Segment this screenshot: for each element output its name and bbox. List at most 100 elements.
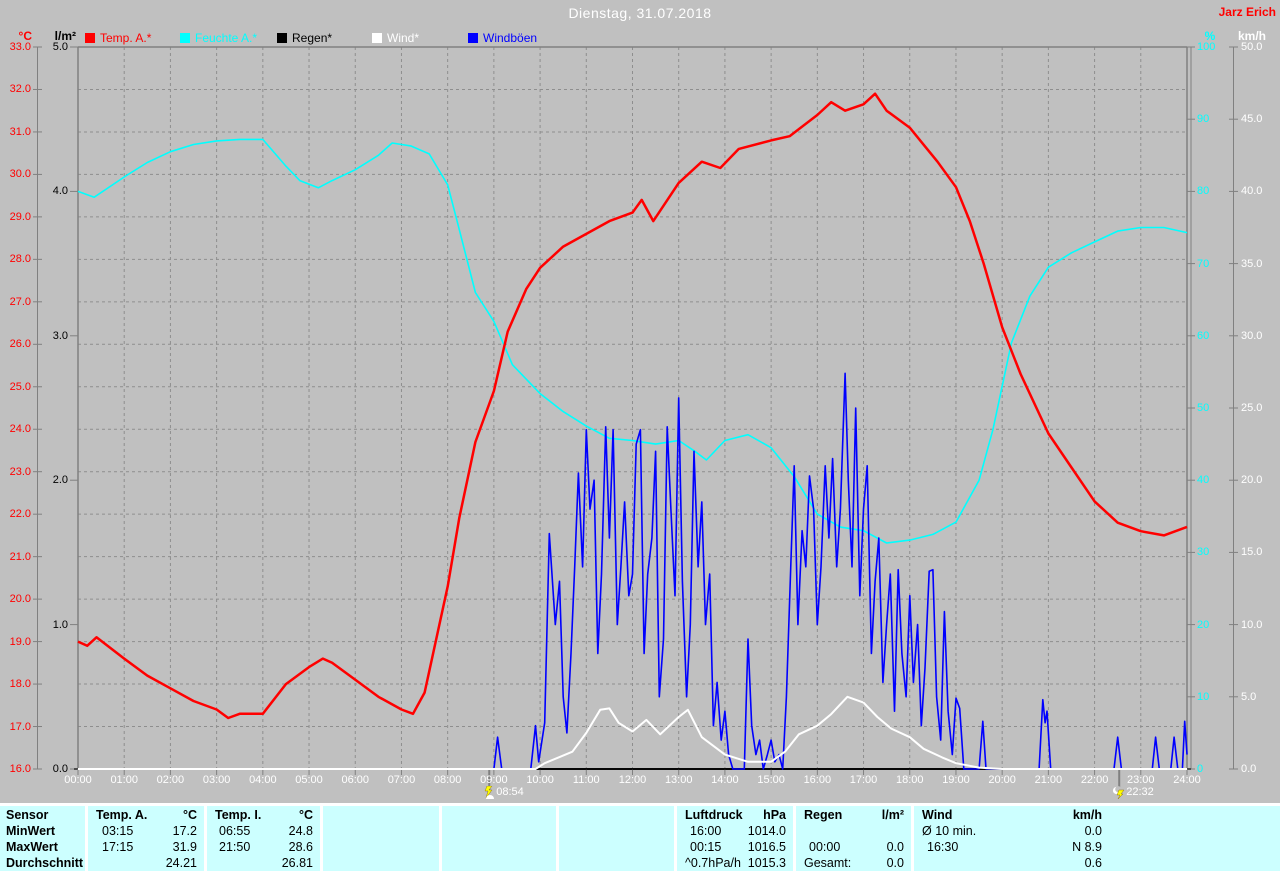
time-tick-label: 22:00 xyxy=(1080,774,1109,786)
wind-tick-label: 10.0 xyxy=(1241,618,1263,631)
regen-header: Regen xyxy=(804,807,843,822)
row-label-minwert: MinWert xyxy=(6,824,56,838)
humidity-tick-label: 20 xyxy=(1197,618,1210,631)
wind-tick-label: 35.0 xyxy=(1241,257,1263,270)
temp-tick-label: 26.0 xyxy=(9,338,31,351)
temp-i-min-time: 06:55 xyxy=(219,824,251,838)
series-wind xyxy=(78,695,1187,770)
sunrise-time-label: 08:54 xyxy=(496,786,524,798)
series-temp-a- xyxy=(77,92,1188,720)
wind-max-time: 16:30 xyxy=(927,840,959,854)
legend-label-rain: Regen* xyxy=(292,31,333,45)
sunrise-marker: 08:54 xyxy=(483,786,524,799)
time-tick-label: 23:00 xyxy=(1127,774,1155,786)
time-tick-label: 07:00 xyxy=(387,774,416,786)
wind-tick-label: 45.0 xyxy=(1241,113,1263,126)
series-feuchte-a- xyxy=(77,138,1188,544)
time-tick-label: 11:00 xyxy=(572,774,600,786)
gusts-swatch-icon xyxy=(468,33,478,43)
wind-tick-label: 40.0 xyxy=(1241,185,1263,198)
temp-tick-label: 32.0 xyxy=(9,83,31,96)
temp-swatch-icon xyxy=(85,33,95,43)
table-row-labels: Sensor MinWert MaxWert Durchschnitt xyxy=(0,806,85,871)
table-group-temp-i: Temp. I. °C 06:55 24.8 21:50 28.6 26.81 xyxy=(207,806,320,871)
sunrise-icon xyxy=(484,786,495,799)
wind-unit: km/h xyxy=(1072,807,1102,822)
luftdruck-unit: hPa xyxy=(763,807,786,822)
temp-i-min-value: 24.8 xyxy=(288,824,313,838)
regen-gesamt-value: 0.0 xyxy=(886,856,904,870)
humidity-tick-label: 60 xyxy=(1197,329,1210,342)
table-group-temp-a: Temp. A. °C 03:15 17.2 17:15 31.9 24.21 xyxy=(88,806,204,871)
sunset-time-label: 22:32 xyxy=(1126,786,1154,798)
table-group-empty-3 xyxy=(559,806,674,871)
legend-label-wind: Wind* xyxy=(387,31,420,45)
wind-swatch-icon xyxy=(372,33,382,43)
humidity-tick-label: 80 xyxy=(1197,185,1210,198)
rain-tick-label: 1.0 xyxy=(52,618,68,631)
rain-tick-label: 3.0 xyxy=(52,329,68,342)
humidity-axis-unit: % xyxy=(1204,29,1216,43)
temp-i-header: Temp. I. xyxy=(215,807,262,822)
legend-label-humidity: Feuchte A.* xyxy=(195,31,258,45)
time-tick-label: 21:00 xyxy=(1034,774,1063,786)
temp-tick-label: 27.0 xyxy=(9,295,31,308)
humidity-tick-label: 50 xyxy=(1197,402,1210,414)
legend-item-temp: Temp. A.* xyxy=(85,31,151,45)
temp-tick-label: 19.0 xyxy=(9,635,31,648)
time-tick-label: 02:00 xyxy=(156,774,185,786)
luftdruck-header: Luftdruck xyxy=(685,807,743,822)
wind-avg10-label: Ø 10 min. xyxy=(922,824,977,838)
temp-tick-label: 30.0 xyxy=(9,168,31,181)
wind-avg-value: 0.6 xyxy=(1084,856,1102,870)
wind-tick-label: 0.0 xyxy=(1241,763,1257,775)
time-tick-label: 05:00 xyxy=(295,774,323,786)
wind-max-value: N 8.9 xyxy=(1072,840,1102,854)
time-tick-label: 14:00 xyxy=(711,774,739,786)
humidity-tick-label: 40 xyxy=(1197,474,1210,487)
table-group-regen: Regen l/m² 00:00 0.0 Gesamt: 0.0 xyxy=(796,806,911,871)
table-group-wind: Wind km/h Ø 10 min. 0.0 16:30 N 8.9 0.6 xyxy=(914,806,1280,871)
time-tick-label: 13:00 xyxy=(664,774,693,786)
temp-axis-unit: °C xyxy=(18,29,32,43)
time-tick-label: 15:00 xyxy=(757,774,785,786)
temp-tick-label: 31.0 xyxy=(9,125,31,138)
humidity-tick-label: 0 xyxy=(1197,763,1204,775)
humidity-tick-label: 30 xyxy=(1197,546,1210,559)
wind-tick-label: 20.0 xyxy=(1241,474,1263,487)
humidity-tick-label: 100 xyxy=(1197,41,1216,53)
wind-avg10-value: 0.0 xyxy=(1084,824,1102,838)
legend-label-temp: Temp. A.* xyxy=(100,31,152,45)
regen-start-time: 00:00 xyxy=(809,840,841,854)
time-tick-label: 10:00 xyxy=(526,774,554,786)
wind-tick-label: 15.0 xyxy=(1241,546,1263,559)
temp-tick-label: 24.0 xyxy=(9,423,31,436)
temp-tick-label: 28.0 xyxy=(9,253,31,266)
time-tick-label: 01:00 xyxy=(110,774,138,786)
regen-max-value: 0.0 xyxy=(886,840,904,854)
temp-a-max-time: 17:15 xyxy=(102,840,134,854)
table-group-empty-1 xyxy=(323,806,439,871)
time-tick-label: 08:00 xyxy=(433,774,462,786)
humidity-swatch-icon xyxy=(180,33,190,43)
wind-tick-label: 30.0 xyxy=(1241,329,1263,342)
temp-i-unit: °C xyxy=(298,807,313,822)
humidity-tick-label: 70 xyxy=(1197,257,1210,270)
time-tick-label: 17:00 xyxy=(849,774,878,786)
series-windböen xyxy=(78,372,1188,770)
row-label-sensor: Sensor xyxy=(6,807,49,822)
luftdruck-min-value: 1014.0 xyxy=(747,824,786,838)
rain-axis-unit: l/m² xyxy=(54,29,76,43)
luftdruck-min-time: 16:00 xyxy=(690,824,722,838)
legend-item-gusts: Windböen xyxy=(468,31,537,45)
temp-tick-label: 16.0 xyxy=(9,763,31,775)
row-label-maxwert: MaxWert xyxy=(6,840,58,854)
luftdruck-trend-label: ^0.7hPa/h xyxy=(685,856,741,870)
legend-item-rain: Regen* xyxy=(277,31,332,45)
wind-tick-label: 5.0 xyxy=(1241,690,1257,703)
temp-a-min-time: 03:15 xyxy=(102,824,134,838)
time-tick-label: 06:00 xyxy=(341,774,370,786)
luftdruck-max-value: 1016.5 xyxy=(747,840,786,854)
temp-a-avg-value: 24.21 xyxy=(165,856,197,870)
